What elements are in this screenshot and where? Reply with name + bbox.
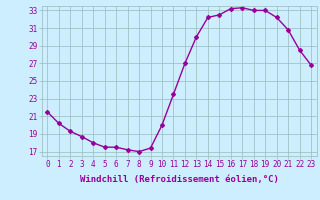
X-axis label: Windchill (Refroidissement éolien,°C): Windchill (Refroidissement éolien,°C): [80, 175, 279, 184]
